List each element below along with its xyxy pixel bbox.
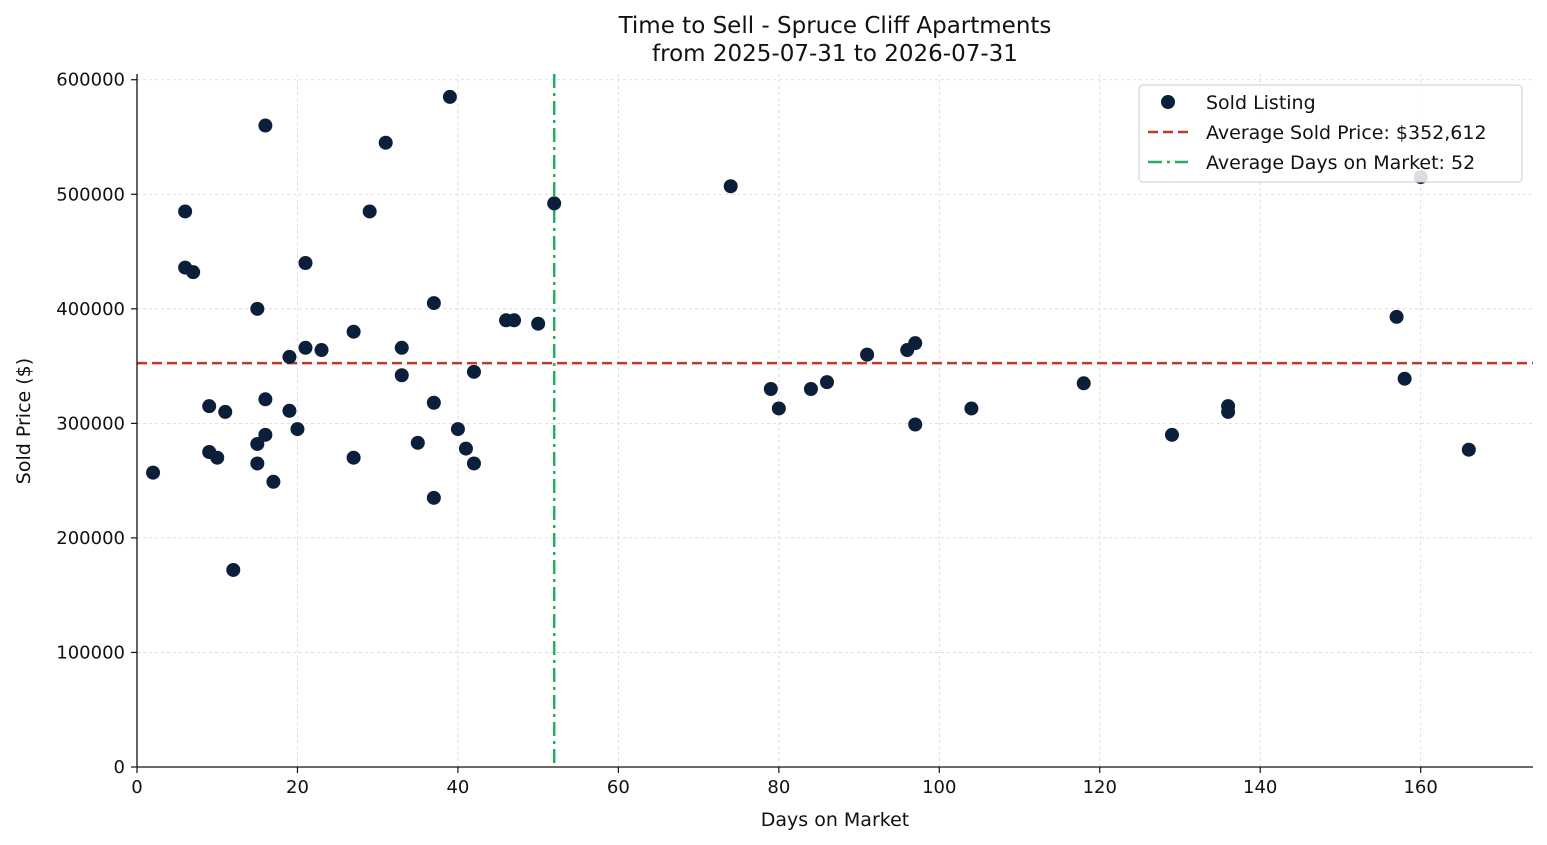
- legend-item: Average Sold Price: $352,612: [1148, 122, 1487, 144]
- x-tick-label: 100: [922, 777, 956, 798]
- data-point: [202, 399, 217, 414]
- data-point: [362, 204, 377, 219]
- data-point: [1461, 442, 1476, 457]
- data-point: [298, 340, 313, 355]
- data-point: [450, 422, 465, 437]
- y-tick-label: 300000: [56, 413, 125, 434]
- data-point: [298, 256, 313, 270]
- data-point: [531, 316, 546, 331]
- x-tick-label: 20: [286, 777, 309, 798]
- data-point: [314, 343, 329, 358]
- data-point: [426, 296, 441, 311]
- x-tick-label: 80: [767, 777, 790, 798]
- data-point: [458, 441, 473, 456]
- data-point: [186, 265, 201, 280]
- data-point: [763, 382, 778, 396]
- chart-subtitle: from 2025-07-31 to 2026-07-31: [652, 41, 1018, 67]
- data-point: [1076, 376, 1091, 391]
- data-point: [547, 196, 562, 211]
- y-axis-label: Sold Price ($): [13, 358, 35, 484]
- data-point: [282, 403, 297, 418]
- data-point: [819, 375, 834, 390]
- data-point: [290, 422, 305, 437]
- data-point: [1164, 427, 1179, 442]
- data-point: [426, 490, 441, 505]
- chart-title: Time to Sell - Spruce Cliff Apartments: [618, 13, 1052, 39]
- data-point: [218, 404, 233, 419]
- y-tick-label: 600000: [56, 70, 125, 91]
- data-point: [394, 368, 409, 383]
- data-point: [908, 417, 923, 432]
- x-tick-label: 0: [131, 777, 142, 798]
- data-point: [466, 456, 481, 471]
- data-point: [266, 474, 281, 489]
- data-point: [394, 340, 409, 355]
- data-point: [210, 450, 225, 465]
- data-point: [1389, 309, 1404, 324]
- data-point: [178, 204, 193, 219]
- data-point: [426, 395, 441, 410]
- x-tick-label: 120: [1083, 777, 1117, 798]
- y-tick-label: 0: [114, 757, 125, 778]
- data-point: [964, 401, 979, 416]
- data-point: [410, 435, 425, 450]
- legend-label: Sold Listing: [1206, 92, 1316, 114]
- x-axis-label: Days on Market: [761, 809, 909, 831]
- axes: 0 20 40 60 80 100 120 140 160 0 100000 200000 300000…: [56, 70, 1533, 798]
- data-point: [1397, 371, 1412, 386]
- legend-marker-point: [1161, 95, 1175, 109]
- data-point: [378, 135, 393, 150]
- data-point: [442, 89, 457, 104]
- y-tick-label: 400000: [56, 299, 125, 320]
- data-point: [250, 436, 265, 451]
- y-tick-label: 500000: [56, 184, 125, 205]
- reference-lines: [137, 74, 1533, 767]
- data-point: [226, 562, 241, 577]
- data-point: [258, 392, 273, 407]
- data-point: [860, 347, 875, 362]
- data-points: [146, 89, 1476, 577]
- legend-label: Average Days on Market: 52: [1206, 152, 1475, 174]
- legend-label: Average Sold Price: $352,612: [1206, 122, 1487, 144]
- data-point: [466, 364, 481, 379]
- data-point: [250, 301, 265, 316]
- data-point: [803, 382, 818, 396]
- legend-box: [1138, 84, 1523, 183]
- data-point: [908, 336, 923, 351]
- legend-item: Sold Listing: [1161, 92, 1316, 114]
- data-point: [507, 313, 522, 328]
- data-point: [258, 118, 273, 133]
- data-point: [771, 401, 786, 416]
- x-tick-label: 140: [1243, 777, 1277, 798]
- legend-item: Average Days on Market: 52: [1148, 152, 1475, 174]
- data-point: [258, 427, 273, 442]
- data-point: [146, 465, 161, 480]
- data-point: [346, 450, 361, 465]
- data-point: [346, 324, 361, 339]
- data-point: [1221, 404, 1236, 419]
- data-point: [723, 179, 738, 194]
- x-tick-label: 60: [607, 777, 630, 798]
- data-point: [282, 349, 297, 364]
- data-point: [250, 456, 265, 471]
- y-tick-label: 100000: [56, 642, 125, 663]
- x-tick-label: 40: [446, 777, 469, 798]
- y-tick-label: 200000: [56, 528, 125, 549]
- x-tick-label: 160: [1403, 777, 1437, 798]
- legend: Sold Listing Average Sold Price: $352,612…: [1138, 84, 1523, 183]
